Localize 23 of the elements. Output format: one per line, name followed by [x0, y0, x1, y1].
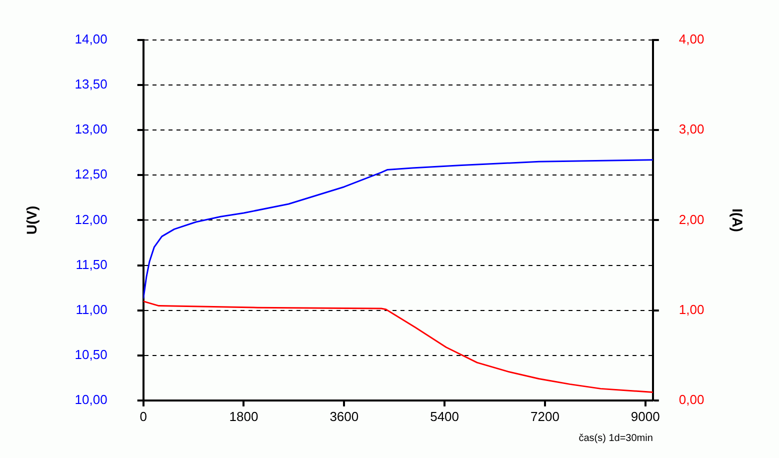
y2-tick-label: 2,00 — [678, 212, 704, 227]
x-tick-label: 0 — [140, 408, 147, 424]
y2-tick-label: 4,00 — [678, 32, 704, 47]
y-axis-title: U(V) — [23, 206, 40, 235]
x-tick-label: 7200 — [530, 408, 560, 424]
x-tick-label: 9000 — [630, 408, 660, 424]
y-tick-label: 11,50 — [76, 256, 108, 272]
y-tick-label: 12,00 — [74, 212, 108, 227]
y2-axis-title: I(A) — [730, 208, 746, 232]
y2-tick-label: 0,00 — [678, 392, 704, 407]
x-tick-label: 5400 — [430, 408, 460, 424]
y-tick-label: 14,00 — [74, 32, 108, 47]
y-tick-label: 10,50 — [74, 346, 108, 362]
y-tick-label: 13,50 — [74, 76, 108, 92]
y-tick-label: 13,00 — [74, 122, 108, 137]
y2-tick-label: 3,00 — [678, 122, 704, 137]
y-tick-label: 11,00 — [76, 302, 108, 317]
y2-tick-label: 1,00 — [678, 302, 704, 317]
x-tick-label: 3600 — [330, 408, 359, 424]
x-tick-label: 1800 — [229, 408, 258, 424]
y-tick-label: 10,00 — [74, 392, 108, 407]
y-tick-label: 12,50 — [74, 166, 108, 182]
x-axis-title: čas(s) 1d=30min — [578, 432, 653, 444]
